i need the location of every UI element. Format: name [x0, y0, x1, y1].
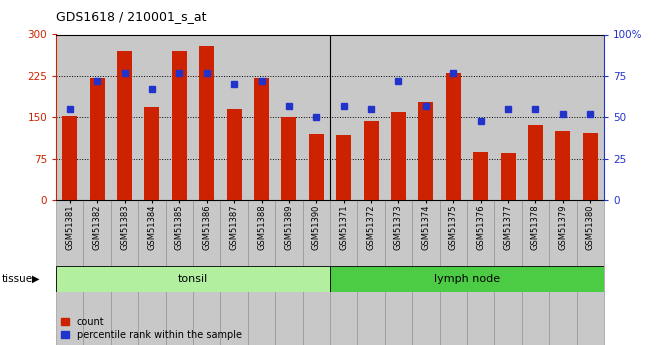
- Bar: [302, 200, 330, 345]
- Text: GDS1618 / 210001_s_at: GDS1618 / 210001_s_at: [56, 10, 207, 23]
- Bar: [528, 125, 543, 200]
- Text: ▶: ▶: [32, 274, 39, 284]
- Bar: [220, 200, 248, 345]
- Bar: [549, 200, 577, 345]
- Bar: [358, 200, 385, 345]
- Bar: [309, 134, 324, 200]
- Bar: [418, 102, 434, 200]
- Bar: [577, 200, 604, 345]
- Text: tonsil: tonsil: [178, 274, 208, 284]
- Bar: [412, 200, 440, 345]
- Bar: [494, 200, 521, 345]
- Bar: [138, 200, 166, 345]
- Bar: [330, 200, 358, 345]
- Bar: [336, 135, 351, 200]
- Bar: [364, 121, 379, 200]
- Legend: count, percentile rank within the sample: count, percentile rank within the sample: [61, 317, 242, 340]
- Bar: [90, 78, 105, 200]
- Bar: [281, 117, 296, 200]
- Bar: [56, 200, 83, 345]
- Text: tissue: tissue: [1, 274, 32, 284]
- Bar: [199, 46, 214, 200]
- Bar: [275, 200, 302, 345]
- Bar: [446, 73, 461, 200]
- Bar: [385, 200, 412, 345]
- Bar: [391, 112, 406, 200]
- Bar: [56, 266, 330, 292]
- Bar: [172, 50, 187, 200]
- Text: lymph node: lymph node: [434, 274, 500, 284]
- Bar: [166, 200, 193, 345]
- Bar: [440, 200, 467, 345]
- Bar: [145, 107, 160, 200]
- Bar: [473, 151, 488, 200]
- Bar: [226, 109, 242, 200]
- Bar: [330, 266, 604, 292]
- Bar: [555, 130, 570, 200]
- Bar: [193, 200, 220, 345]
- Bar: [521, 200, 549, 345]
- Bar: [583, 133, 598, 200]
- Bar: [500, 153, 515, 200]
- Bar: [117, 51, 132, 200]
- Bar: [467, 200, 494, 345]
- Bar: [254, 78, 269, 200]
- Bar: [83, 200, 111, 345]
- Bar: [62, 116, 77, 200]
- Bar: [111, 200, 138, 345]
- Bar: [248, 200, 275, 345]
